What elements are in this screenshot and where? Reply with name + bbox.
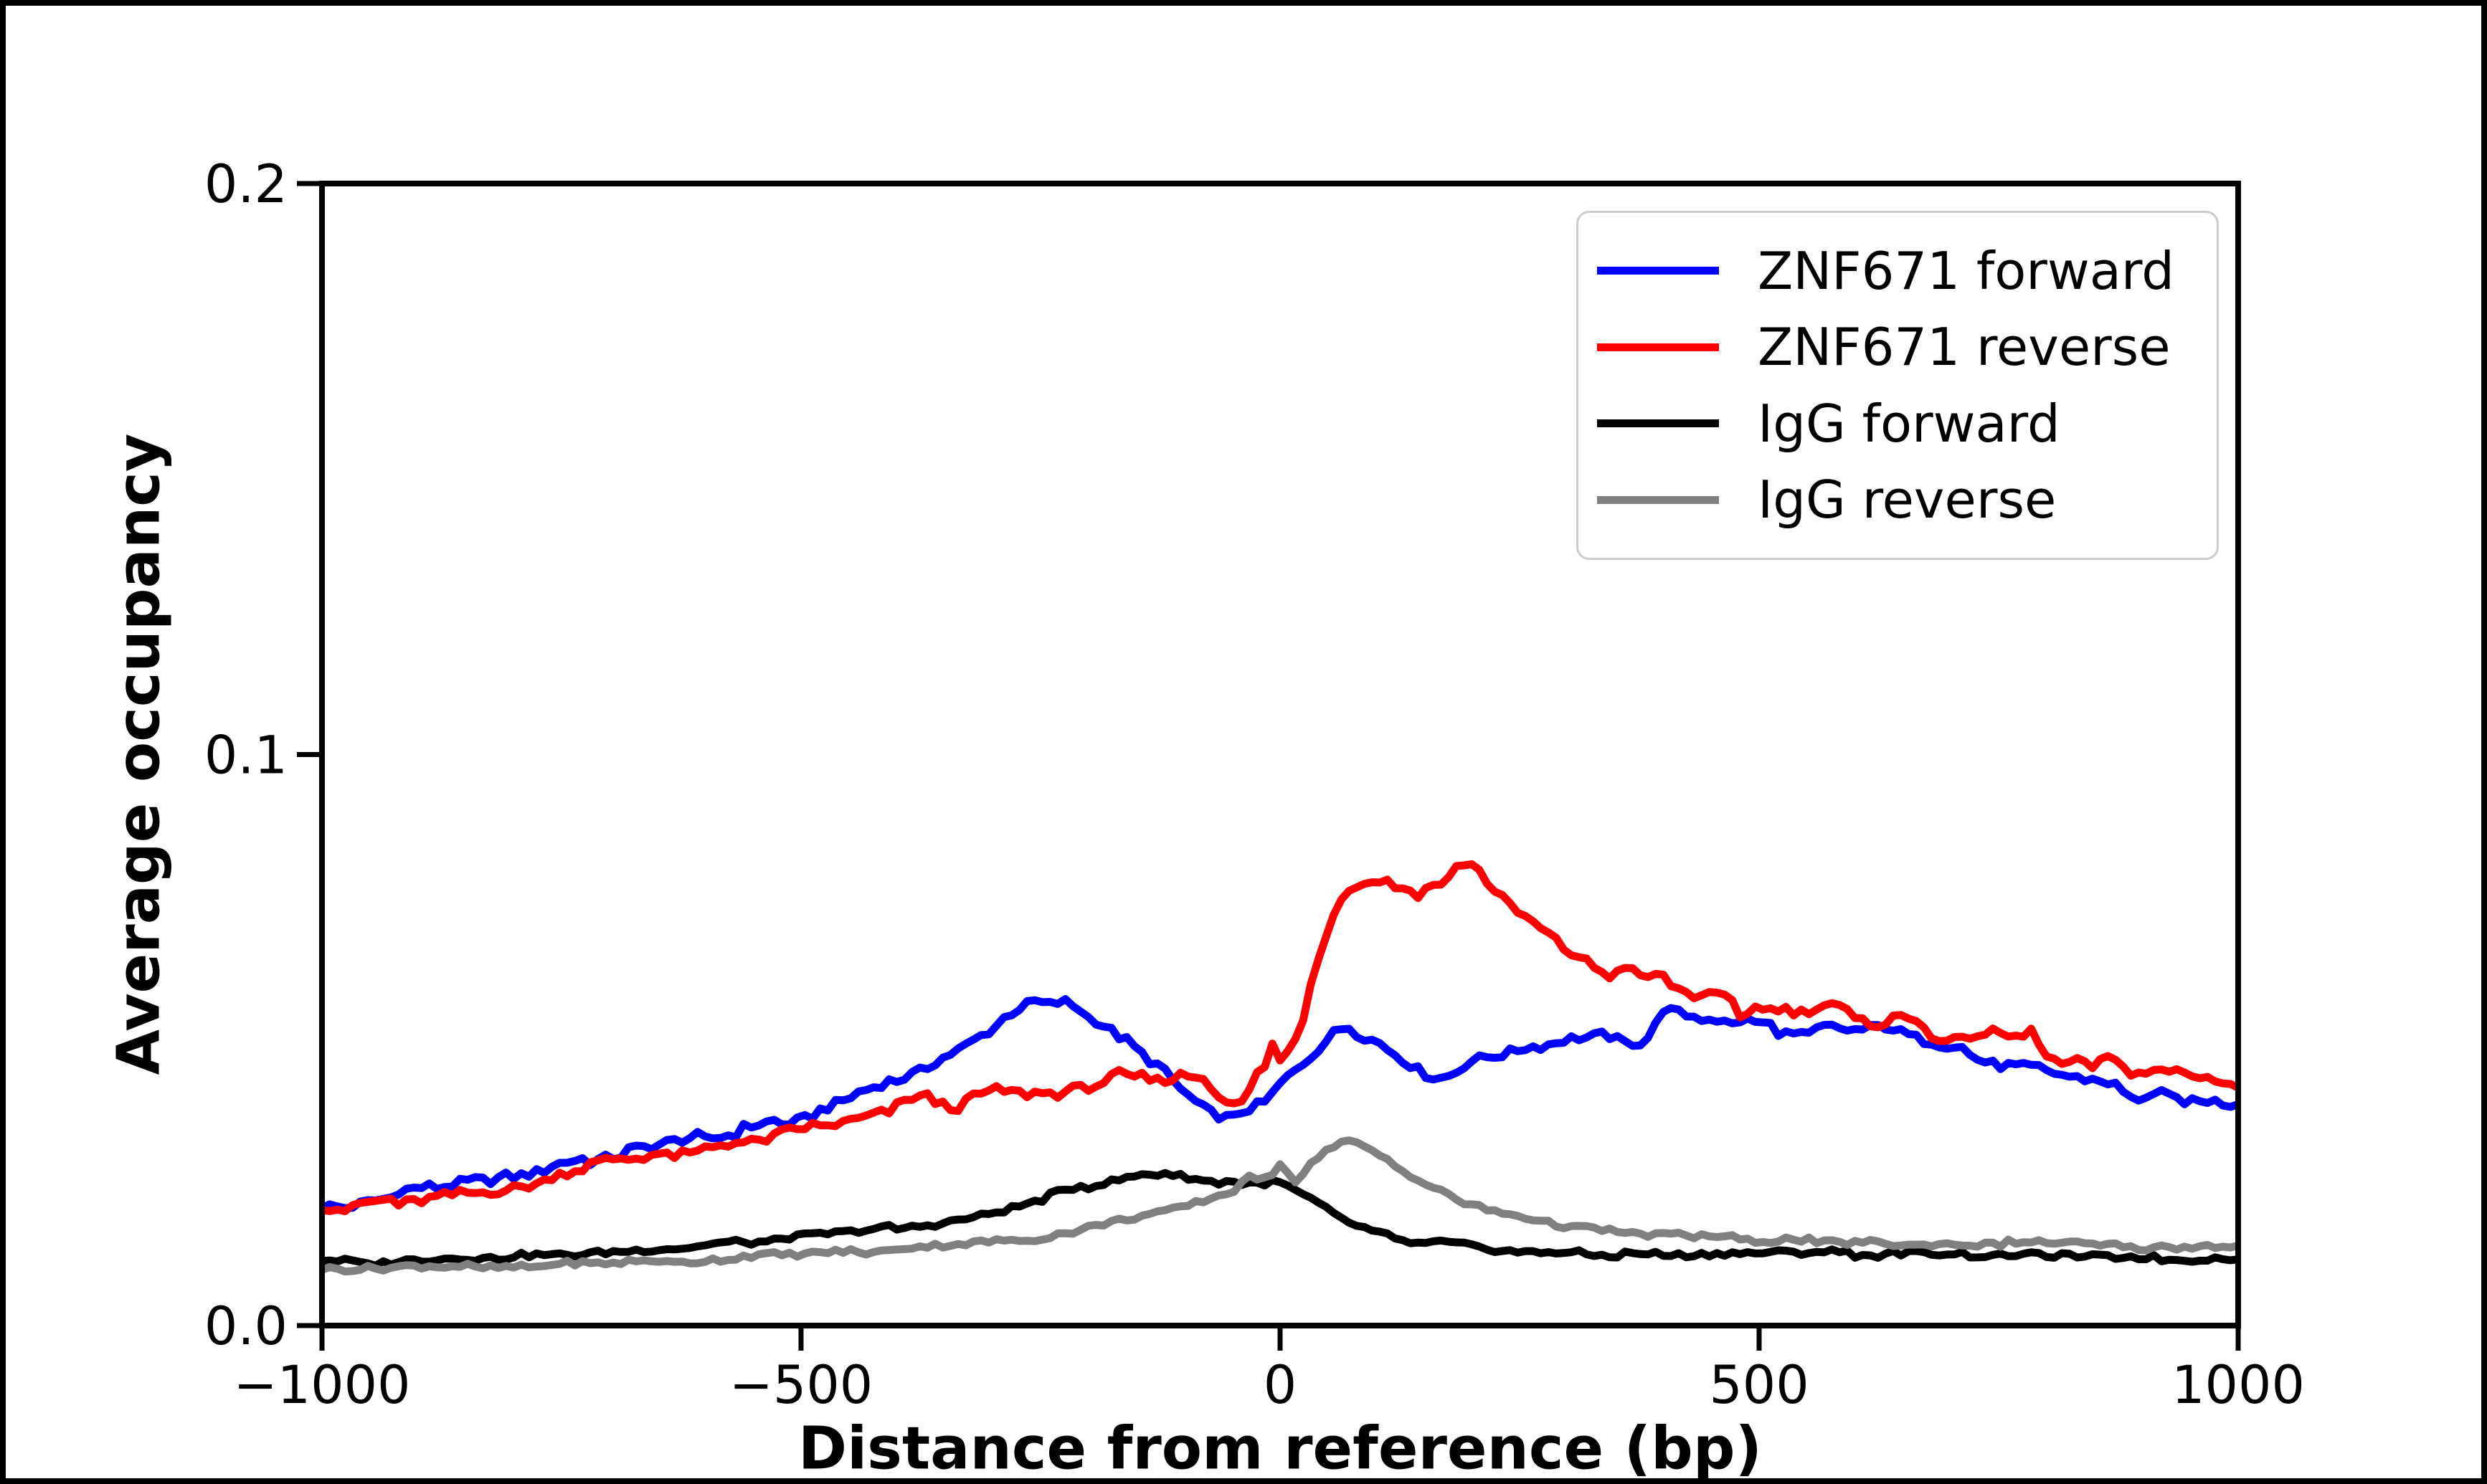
x-axis-label: Distance from reference (bp) bbox=[798, 1414, 1762, 1483]
y-tick-label: 0.0 bbox=[204, 1296, 288, 1357]
y-axis-label: Average occupancy bbox=[105, 433, 174, 1075]
legend-item-znf671-forward: ZNF671 forward bbox=[1597, 245, 2209, 297]
x-tick-label: 1000 bbox=[2171, 1355, 2305, 1416]
chart-plot-area: 0.0 0.1 0.2 −1000 −500 0 500 1000 bbox=[204, 154, 2305, 1416]
legend-label: ZNF671 forward bbox=[1758, 240, 2174, 301]
series-znf671-reverse bbox=[322, 860, 2238, 1215]
x-tick-label: −500 bbox=[729, 1355, 873, 1416]
series-igg-reverse bbox=[322, 1136, 2238, 1276]
legend-line-swatch bbox=[1597, 343, 1719, 351]
series-igg-forward bbox=[322, 1169, 2238, 1270]
legend: ZNF671 forward ZNF671 reverse IgG forward I… bbox=[1576, 211, 2219, 560]
legend-line-swatch bbox=[1597, 495, 1719, 504]
legend-label: IgG reverse bbox=[1758, 470, 2057, 531]
y-tick-label: 0.1 bbox=[204, 726, 288, 786]
series-znf671-forward bbox=[322, 995, 2238, 1212]
legend-label: IgG forward bbox=[1758, 393, 2060, 454]
x-tick-label: 500 bbox=[1709, 1355, 1809, 1416]
legend-line-swatch bbox=[1597, 267, 1719, 275]
legend-item-igg-forward: IgG forward bbox=[1597, 398, 2209, 450]
legend-label: ZNF671 reverse bbox=[1758, 317, 2171, 378]
legend-line-swatch bbox=[1597, 419, 1719, 428]
x-tick-label: −1000 bbox=[234, 1355, 411, 1416]
y-tick-label: 0.2 bbox=[204, 154, 288, 215]
legend-item-igg-reverse: IgG reverse bbox=[1597, 474, 2209, 525]
legend-item-znf671-reverse: ZNF671 reverse bbox=[1597, 321, 2209, 373]
x-tick-label: 0 bbox=[1264, 1355, 1297, 1416]
